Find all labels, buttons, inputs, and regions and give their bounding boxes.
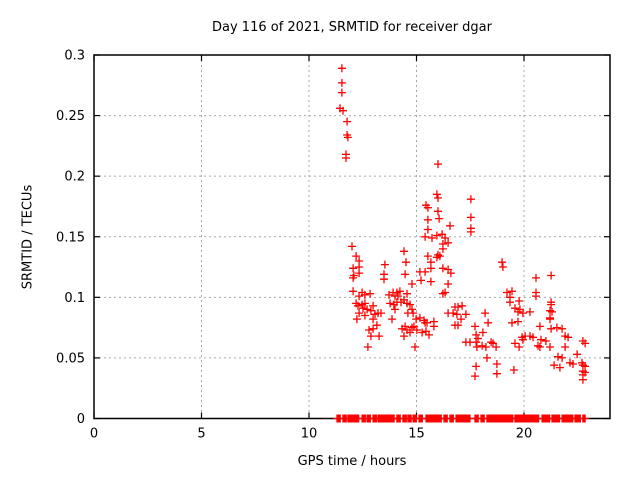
- y-tick-label: 0.05: [56, 351, 85, 366]
- x-tick-label: 5: [197, 427, 205, 442]
- y-tick-label: 0.15: [56, 230, 85, 245]
- x-axis-label: GPS time / hours: [297, 454, 407, 469]
- x-tick-label: 15: [408, 427, 425, 442]
- tick-labels: 0 5 10 15 20 0 0.05 0.1 0.15 0.2 0.25 0.3: [56, 49, 532, 442]
- x-tick-label: 10: [301, 427, 318, 442]
- x-tick-label: 0: [90, 427, 98, 442]
- y-axis-label: SRMTID / TECUs: [20, 184, 36, 290]
- plot-border: [93, 54, 611, 420]
- y-tick-label: 0.2: [64, 170, 85, 185]
- chart-title: Day 116 of 2021, SRMTID for receiver dga…: [212, 20, 492, 35]
- axis-ticks: [93, 54, 610, 420]
- gridlines: [94, 55, 610, 419]
- y-tick-label: 0.1: [64, 291, 85, 306]
- y-tick-label: 0.3: [64, 49, 85, 64]
- data-points: [333, 64, 590, 423]
- y-tick-label: 0.25: [56, 109, 85, 124]
- x-tick-label: 20: [516, 427, 533, 442]
- y-tick-label: 0: [77, 412, 85, 427]
